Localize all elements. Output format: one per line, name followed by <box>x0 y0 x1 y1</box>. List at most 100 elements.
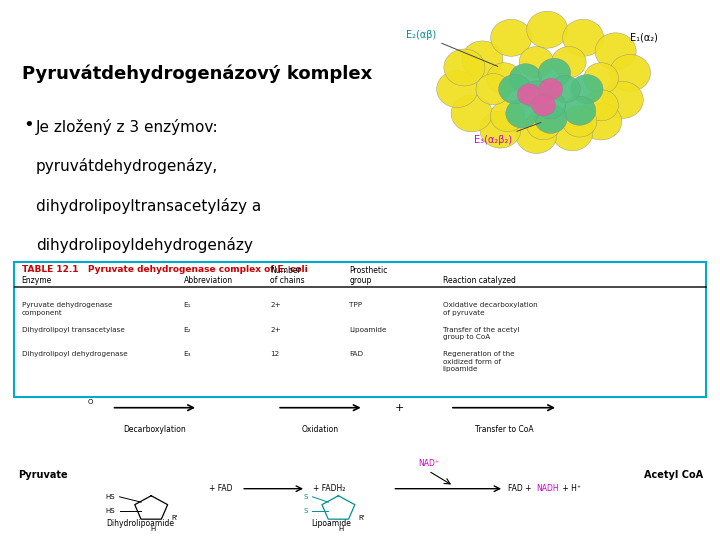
Ellipse shape <box>570 75 603 104</box>
Text: 2+: 2+ <box>270 327 281 333</box>
Ellipse shape <box>480 111 521 148</box>
Ellipse shape <box>518 84 541 105</box>
Text: Dihydrolipoyl dehydrogenase: Dihydrolipoyl dehydrogenase <box>22 351 127 357</box>
Text: Prosthetic
group: Prosthetic group <box>349 266 387 285</box>
Text: Pyruvate dehydrogenase
component: Pyruvate dehydrogenase component <box>22 302 112 316</box>
Ellipse shape <box>563 96 596 125</box>
Text: H$_3$C: H$_3$C <box>598 382 614 395</box>
Ellipse shape <box>562 106 597 137</box>
Text: S: S <box>304 508 308 515</box>
Text: CoA: CoA <box>496 374 512 383</box>
Ellipse shape <box>580 103 621 140</box>
Ellipse shape <box>563 19 603 56</box>
Ellipse shape <box>526 109 561 140</box>
Text: Dihydrolipoamide: Dihydrolipoamide <box>107 519 174 528</box>
Ellipse shape <box>584 90 618 121</box>
Text: R': R' <box>359 515 365 522</box>
Text: + FAD: + FAD <box>209 484 233 493</box>
Text: dihydrolipoyltransacetylázy a: dihydrolipoyltransacetylázy a <box>36 198 261 214</box>
Ellipse shape <box>521 81 552 108</box>
Text: E₂: E₂ <box>184 327 191 333</box>
Text: O: O <box>256 360 262 366</box>
Ellipse shape <box>462 41 503 78</box>
Ellipse shape <box>436 71 478 107</box>
Text: Decarboxylation: Decarboxylation <box>123 425 186 434</box>
Text: FAD: FAD <box>349 351 364 357</box>
Text: 2+: 2+ <box>270 302 281 308</box>
Ellipse shape <box>538 58 571 87</box>
Text: NAD⁺: NAD⁺ <box>418 459 439 468</box>
Text: Enzyme: Enzyme <box>22 276 52 285</box>
Ellipse shape <box>516 117 557 153</box>
Text: O: O <box>62 360 68 366</box>
Text: •: • <box>23 116 34 134</box>
Text: Number
of chains: Number of chains <box>270 266 305 285</box>
Text: Lipoamide: Lipoamide <box>349 327 387 333</box>
Ellipse shape <box>510 64 542 93</box>
Text: 2 e⁻: 2 e⁻ <box>312 374 328 383</box>
Text: O: O <box>638 360 644 366</box>
Text: O: O <box>422 360 428 366</box>
Text: H$_3$C: H$_3$C <box>382 382 398 395</box>
Ellipse shape <box>451 95 492 132</box>
Text: Dihydrolipoyl transacetylase: Dihydrolipoyl transacetylase <box>22 327 125 333</box>
Text: CoA: CoA <box>677 384 692 393</box>
Text: +: + <box>395 403 405 413</box>
Ellipse shape <box>609 55 651 91</box>
Text: H: H <box>150 526 156 532</box>
Text: H$_3$C: H$_3$C <box>216 382 233 395</box>
Text: −: − <box>265 384 273 394</box>
Text: Acetyl CoA: Acetyl CoA <box>644 470 703 480</box>
Ellipse shape <box>552 114 593 151</box>
Ellipse shape <box>595 33 636 70</box>
Text: Reaction catalyzed: Reaction catalyzed <box>443 276 516 285</box>
Ellipse shape <box>552 46 586 78</box>
Text: Regeneration of the
oxidized form of
lipoamide: Regeneration of the oxidized form of lip… <box>443 351 514 372</box>
Text: HS: HS <box>106 494 115 500</box>
Ellipse shape <box>491 19 531 56</box>
Text: Lipoamide: Lipoamide <box>311 519 351 528</box>
Ellipse shape <box>527 11 568 48</box>
Text: −: − <box>97 389 105 399</box>
Text: Transfer to CoA: Transfer to CoA <box>474 425 534 434</box>
Text: HS: HS <box>106 508 115 515</box>
Ellipse shape <box>476 73 510 105</box>
Text: S: S <box>657 384 662 393</box>
Text: CO₂: CO₂ <box>148 374 162 383</box>
Ellipse shape <box>536 92 566 119</box>
Text: NADH: NADH <box>536 484 559 493</box>
Text: Je zložený z 3 enzýmov:: Je zložený z 3 enzýmov: <box>36 119 219 135</box>
Ellipse shape <box>487 63 521 94</box>
Text: O: O <box>82 360 88 366</box>
Text: E₁: E₁ <box>184 302 191 308</box>
Text: 12: 12 <box>270 351 279 357</box>
Text: E₁(α₂): E₁(α₂) <box>630 32 658 43</box>
Text: TABLE 12.1   Pyruvate dehydrogenase complex of E. coli: TABLE 12.1 Pyruvate dehydrogenase comple… <box>22 265 307 274</box>
Text: pyruvátdehydrogenázy,: pyruvátdehydrogenázy, <box>36 158 218 174</box>
Text: Pyruvate: Pyruvate <box>19 470 68 480</box>
Ellipse shape <box>505 99 539 128</box>
Text: Oxidative decarboxylation
of pyruvate: Oxidative decarboxylation of pyruvate <box>443 302 537 316</box>
Ellipse shape <box>444 49 485 86</box>
Text: + H⁺: + H⁺ <box>560 484 581 493</box>
Text: H: H <box>338 526 343 532</box>
Text: dihydrolipoyldehydrogenázy: dihydrolipoyldehydrogenázy <box>36 237 253 253</box>
Ellipse shape <box>539 78 563 100</box>
Text: R': R' <box>171 515 178 522</box>
Text: + FADH₂: + FADH₂ <box>313 484 346 493</box>
Text: H$_3$C: H$_3$C <box>18 382 35 395</box>
FancyBboxPatch shape <box>14 262 706 397</box>
Text: O: O <box>88 399 93 404</box>
Ellipse shape <box>498 75 531 104</box>
Text: FAD +: FAD + <box>508 484 534 493</box>
Ellipse shape <box>602 82 644 118</box>
Ellipse shape <box>550 76 580 103</box>
Ellipse shape <box>531 94 556 116</box>
Text: E₃: E₃ <box>184 351 191 357</box>
Text: S: S <box>304 494 308 500</box>
Text: TPP: TPP <box>349 302 362 308</box>
Text: Transfer of the acetyl
group to CoA: Transfer of the acetyl group to CoA <box>443 327 519 340</box>
Ellipse shape <box>584 63 618 94</box>
Text: E₃(α₂β₂): E₃(α₂β₂) <box>474 123 541 145</box>
Ellipse shape <box>519 46 554 78</box>
